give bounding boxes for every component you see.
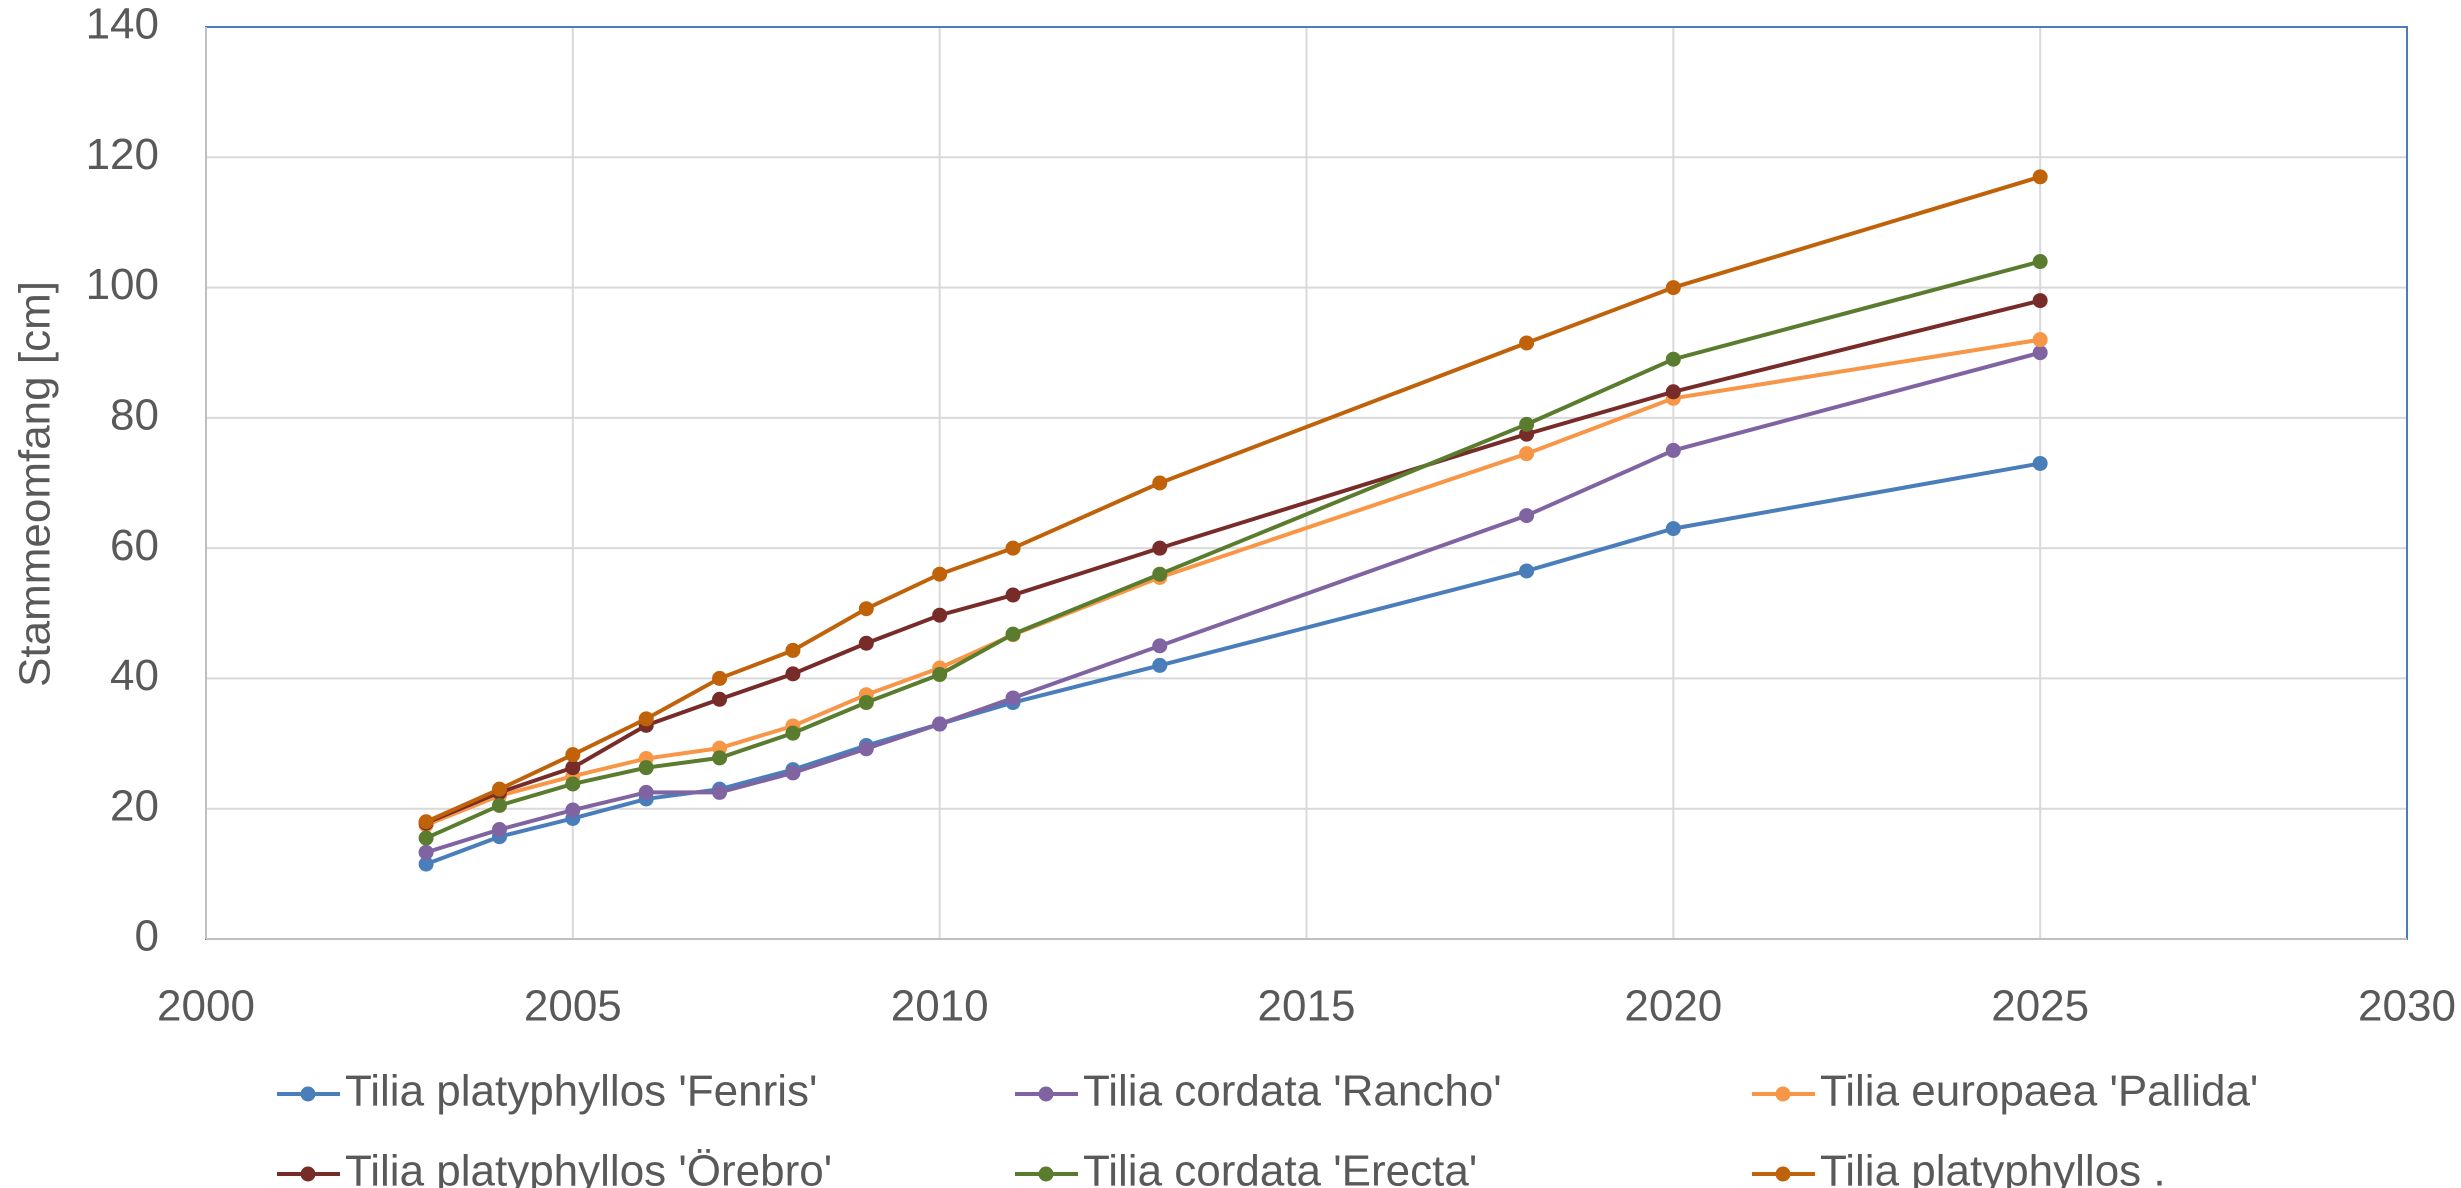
series-line (425, 337, 2041, 827)
data-point (858, 741, 874, 757)
data-point (638, 784, 654, 800)
data-point (1519, 508, 1535, 524)
data-point (565, 776, 581, 792)
data-point (858, 695, 874, 711)
data-point (2032, 254, 2048, 270)
data-point (932, 566, 948, 582)
data-point (932, 607, 948, 623)
data-point (2032, 169, 2048, 185)
data-point (785, 666, 801, 682)
data-point (418, 856, 434, 872)
data-point (1519, 446, 1535, 462)
data-point (712, 691, 728, 707)
data-point (418, 814, 434, 830)
legend-marker (1038, 1166, 1054, 1182)
legend-label: Tilia platyphyllos 'Fenris' (345, 1067, 817, 1116)
legend-marker (300, 1166, 316, 1182)
data-point (1005, 587, 1021, 603)
series-line (425, 259, 2041, 840)
data-point (418, 830, 434, 846)
data-point (2032, 345, 2048, 361)
legend-label: Tilia platyphyllos . (1820, 1147, 2166, 1188)
data-point (712, 784, 728, 800)
series-line (425, 350, 2041, 855)
legend-label: Tilia cordata 'Rancho' (1083, 1067, 1502, 1116)
x-tick-label: 2005 (524, 982, 622, 1031)
legend-marker (1775, 1086, 1791, 1102)
data-point (785, 642, 801, 658)
data-point (1005, 690, 1021, 706)
data-point (932, 716, 948, 732)
data-point (1665, 351, 1681, 367)
legend-marker (300, 1086, 316, 1102)
data-point (565, 760, 581, 776)
x-tick-label: 2030 (2358, 982, 2456, 1031)
x-tick-label: 2000 (157, 982, 255, 1031)
data-point (1519, 416, 1535, 432)
data-point (858, 635, 874, 651)
legend-marker (1775, 1166, 1791, 1182)
data-point (1665, 521, 1681, 537)
data-point (638, 760, 654, 776)
data-point (1665, 442, 1681, 458)
data-point (1152, 657, 1168, 673)
data-point (418, 844, 434, 860)
data-point (1152, 540, 1168, 556)
legend-label: Tilia platyphyllos 'Örebro' (345, 1147, 832, 1188)
data-point (1519, 563, 1535, 579)
y-axis-label: Stammeomfang [cm] (11, 281, 60, 687)
y-tick-label: 120 (86, 130, 159, 179)
y-tick-label: 80 (110, 390, 159, 439)
data-point (491, 781, 507, 797)
x-tick-label: 2015 (1258, 982, 1356, 1031)
data-point (785, 765, 801, 781)
y-tick-label: 60 (110, 521, 159, 570)
data-point (712, 670, 728, 686)
data-point (491, 797, 507, 813)
data-point (1152, 475, 1168, 491)
data-point (1005, 626, 1021, 642)
data-point (785, 725, 801, 741)
data-point (1152, 638, 1168, 654)
data-point (2032, 293, 2048, 309)
data-point (1005, 540, 1021, 556)
y-tick-label: 0 (135, 912, 159, 961)
x-tick-label: 2025 (1991, 982, 2089, 1031)
legend-label: Tilia cordata 'Erecta' (1083, 1147, 1477, 1188)
data-point (1152, 566, 1168, 582)
y-tick-label: 100 (86, 260, 159, 309)
x-tick-label: 2020 (1624, 982, 1722, 1031)
legend-label: Tilia europaea 'Pallida' (1820, 1067, 2258, 1116)
data-point (1519, 335, 1535, 351)
y-tick-label: 40 (110, 651, 159, 700)
x-tick-label: 2010 (891, 982, 989, 1031)
data-point (2032, 455, 2048, 471)
y-tick-label: 140 (86, 0, 159, 49)
data-point (932, 667, 948, 683)
data-point (638, 711, 654, 727)
series-line (425, 174, 2041, 824)
data-point (565, 802, 581, 818)
data-point (1665, 280, 1681, 296)
data-point (712, 750, 728, 766)
data-point (491, 822, 507, 838)
legend-marker (1038, 1086, 1054, 1102)
data-point (1665, 384, 1681, 400)
y-tick-label: 20 (110, 781, 159, 830)
data-point (2032, 332, 2048, 348)
data-point (858, 601, 874, 617)
data-point (565, 747, 581, 763)
